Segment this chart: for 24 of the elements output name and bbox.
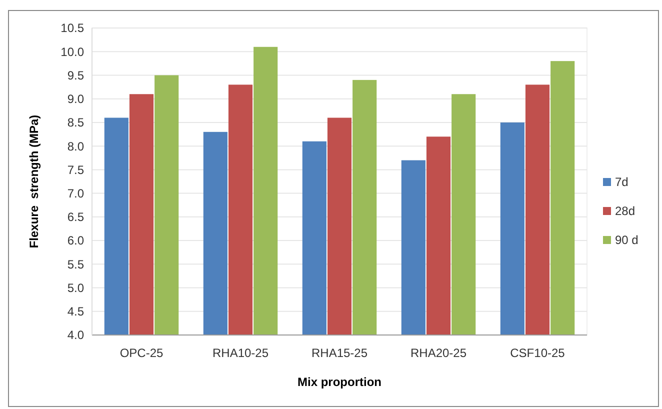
y-tick-label: 6.0: [67, 234, 84, 248]
x-tick-label: CSF10-25: [510, 346, 566, 360]
legend-label: 7d: [615, 175, 628, 190]
x-tick-label: OPC-25: [120, 346, 164, 360]
y-tick-label: 8.0: [67, 139, 84, 154]
y-axis-title: Flexure strength (MPa): [27, 114, 41, 248]
x-tick-label: RHA20-25: [410, 346, 467, 360]
y-tick-label: 4.5: [67, 304, 84, 319]
y-tick-label: 7.5: [67, 162, 84, 177]
y-tick-label: 5.5: [67, 257, 84, 272]
y-tick-label: 10.5: [60, 21, 84, 36]
y-tick-label: 9.5: [67, 68, 84, 82]
y-tick-label: 9.0: [67, 92, 84, 106]
legend-label: 90 d: [615, 233, 638, 248]
y-tick-label: 6.5: [67, 210, 84, 224]
y-tick-label: 5.0: [67, 280, 84, 295]
y-tick-label: 8.5: [67, 116, 84, 130]
legend-label: 28d: [615, 204, 636, 218]
y-tick-label: 7.0: [67, 186, 84, 201]
x-tick-label: RHA10-25: [212, 346, 269, 360]
y-tick-label: 4.0: [67, 328, 84, 342]
x-axis-title: Mix proportion: [298, 375, 382, 389]
x-tick-label: RHA15-25: [311, 346, 368, 360]
y-tick-label: 10.0: [60, 44, 84, 59]
